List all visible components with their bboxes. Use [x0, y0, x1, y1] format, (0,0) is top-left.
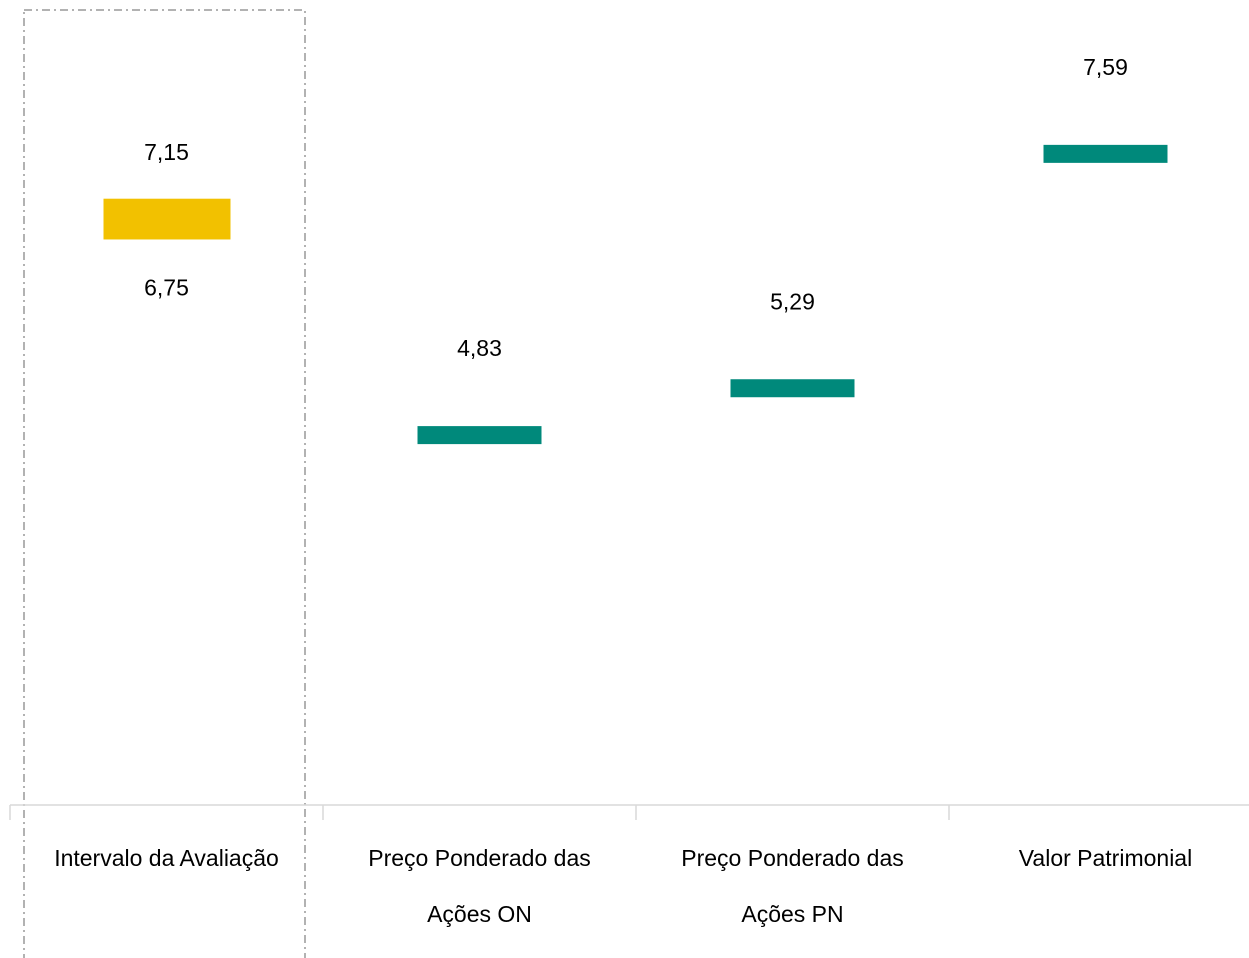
x-tick-label: Intervalo da Avaliação	[54, 845, 279, 871]
range-bar	[103, 198, 231, 240]
value-label: 6,75	[144, 275, 189, 301]
value-label: 7,59	[1083, 54, 1128, 80]
value-label: 4,83	[457, 335, 502, 361]
x-tick-label: Preço Ponderado das Ações PN	[681, 845, 904, 927]
x-tick-label: Preço Ponderado das Ações ON	[368, 845, 591, 927]
value-label: 5,29	[770, 288, 815, 314]
highlight-box	[23, 9, 306, 958]
marker-bar	[417, 426, 542, 445]
marker-bar	[730, 379, 855, 398]
marker-bar	[1043, 144, 1168, 163]
value-label: 7,15	[144, 139, 189, 165]
x-tick-label: Valor Patrimonial	[1018, 845, 1193, 871]
